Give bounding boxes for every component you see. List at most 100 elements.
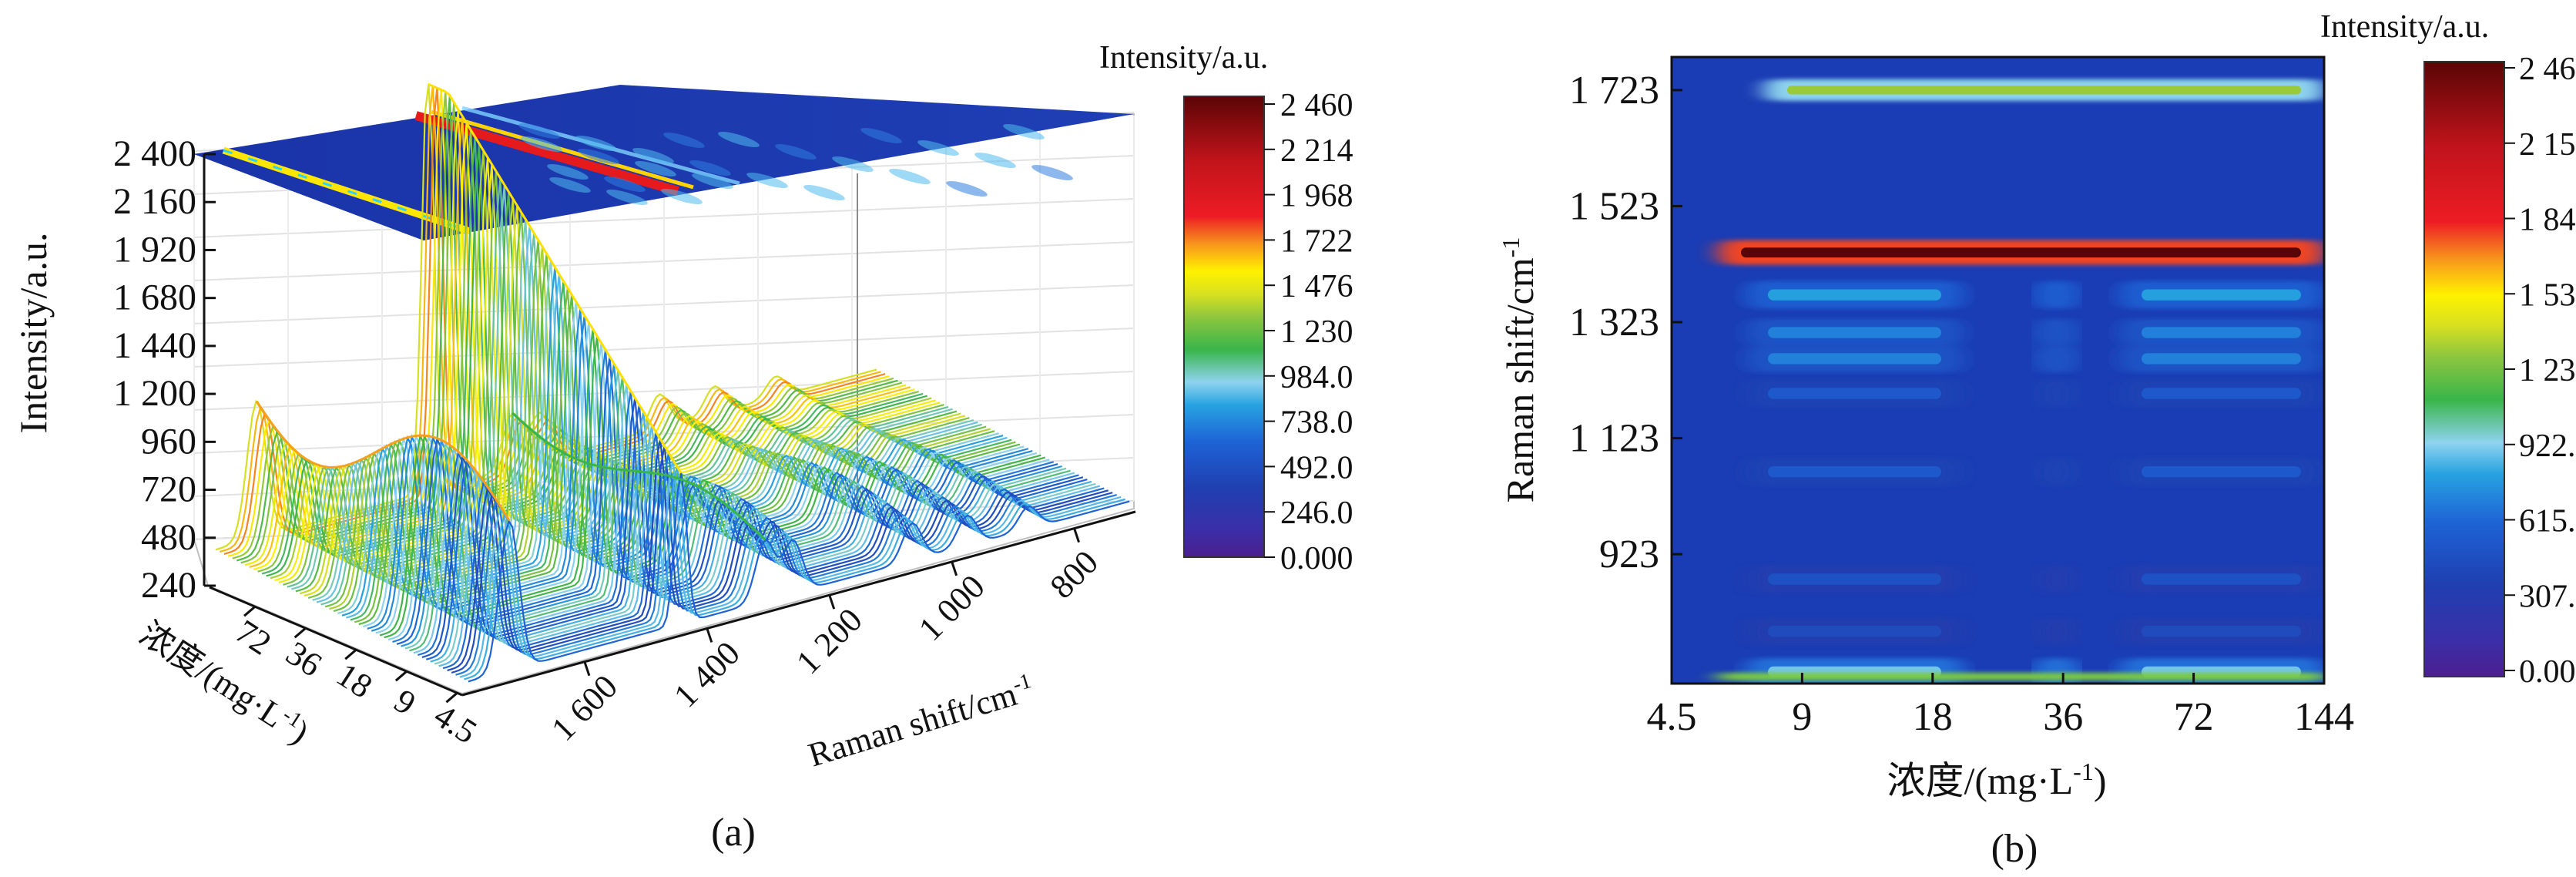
- top-projection-speck: [549, 177, 591, 193]
- raman-axis-title: Raman shift/cm-1: [803, 669, 1038, 774]
- spectrum-line: [426, 404, 1088, 660]
- heatmap-band-core: [2142, 353, 2301, 365]
- z-tick-label: 240: [141, 565, 196, 606]
- colorbar-tick-label: 307.5: [2519, 579, 2576, 614]
- heatmap-band-core: [2142, 573, 2301, 585]
- colorbar-tick-label: 0.000: [2519, 654, 2576, 690]
- panel-b-x-axis: 4.5 9 18 36 72 144: [1647, 673, 2354, 739]
- spectrum-line: [442, 432, 1105, 670]
- raman-tick: [583, 661, 591, 677]
- heatmap-band: [2034, 458, 2080, 486]
- heatmap-band-core: [1768, 353, 1941, 365]
- top-projection-speck: [860, 128, 902, 143]
- panel-b-x-axis-title: 浓度/(mg·L-1): [1887, 758, 2107, 802]
- top-projection-speck: [606, 190, 648, 205]
- y-tick-label: 1 123: [1569, 417, 1659, 461]
- y-tick-label: 923: [1599, 533, 1659, 576]
- top-projection-speck: [632, 148, 674, 163]
- top-projection-speck: [635, 161, 676, 176]
- top-projection-speck: [746, 173, 788, 188]
- top-projection-speck: [803, 185, 845, 200]
- colorbar-tick-label: 1 230: [2519, 353, 2576, 388]
- colorbar-tick-label: 2 460: [1280, 88, 1353, 123]
- heatmap-band: [2034, 617, 2080, 646]
- top-projection-speck: [889, 169, 931, 184]
- colorbar-tick-label: 922.5: [2519, 428, 2576, 464]
- heatmap-bands: [1718, 79, 2324, 684]
- spectrum-line: [438, 425, 1101, 667]
- top-projection-speck: [663, 133, 705, 148]
- panel-b-colorbar-ramp: [2423, 61, 2505, 677]
- panel-a-spectra: [215, 82, 1130, 683]
- heatmap-band-core: [1768, 388, 1941, 399]
- panel-b-colorbar: Intensity/a.u. 2 460 2 153 1 845 1 538 1 230…: [2320, 9, 2576, 690]
- concentration-tick: [243, 606, 257, 617]
- z-tick-label: 1 200: [113, 373, 196, 414]
- spectrum-line: [379, 329, 1041, 637]
- raman-tick: [1073, 528, 1080, 543]
- z-tick-label: 960: [141, 421, 196, 462]
- raman-tick: [951, 561, 958, 576]
- z-tick-label: 1 680: [113, 277, 196, 318]
- panel-a-colorbar-title: Intensity/a.u.: [1099, 40, 1268, 76]
- top-projection-speck: [578, 149, 619, 164]
- top-projection-speck: [521, 136, 562, 152]
- top-projection-speck: [946, 181, 988, 197]
- raman-tick-label: 800: [1043, 543, 1105, 606]
- spectrum-line: [290, 185, 953, 590]
- spectrum-line: [409, 377, 1071, 652]
- x-tick-label: 144: [2294, 695, 2354, 739]
- heatmap-band-core: [1768, 573, 1941, 585]
- heatmap-band-core: [2142, 388, 2301, 399]
- heatmap-band-core: [1787, 86, 2301, 95]
- spectrum-line: [392, 349, 1054, 643]
- colorbar-tick-label: 2 460: [2519, 52, 2576, 87]
- peak-ridge: [428, 82, 682, 473]
- colorbar-tick-label: 1 968: [1280, 179, 1353, 214]
- z-tick-label: 2 160: [113, 181, 196, 222]
- top-projection-speck: [661, 189, 703, 204]
- top-projection-speck: [832, 156, 874, 172]
- colorbar-tick-label: 0.000: [1280, 541, 1353, 576]
- colorbar-tick-label: 1 476: [1280, 269, 1353, 304]
- concentration-tick: [344, 649, 357, 660]
- colorbar-tick-label: 246.0: [1280, 496, 1353, 531]
- concentration-axis-line: [209, 586, 463, 697]
- y-tick-label: 1 323: [1569, 301, 1659, 344]
- z-tick-label: 480: [141, 517, 196, 558]
- colorbar-tick-label: 1 538: [2519, 277, 2576, 313]
- heatmap-band-core: [2142, 327, 2301, 338]
- colorbar-tick-label: 1 722: [1280, 223, 1353, 259]
- raman-tick-label: 1 400: [666, 634, 747, 715]
- heatmap-band: [2034, 657, 2080, 684]
- panel-b-heatmap: 1 723 1 523 1 323 1 123 923 4.5 9 18 36 72 144 Ra…: [1497, 9, 2576, 871]
- spectrum-line: [417, 391, 1079, 657]
- panel-b-label: (b): [1991, 827, 2038, 871]
- colorbar-tick-label: 738.0: [1280, 405, 1353, 441]
- z-tick-label: 1 920: [113, 229, 196, 270]
- x-tick-label: 72: [2174, 695, 2214, 739]
- top-projection-speck: [718, 132, 760, 147]
- panel-b-colorbar-title: Intensity/a.u.: [2320, 9, 2489, 45]
- spectrum-line: [434, 418, 1096, 665]
- concentration-tick: [445, 692, 458, 704]
- colorbar-tick-label: 492.0: [1280, 450, 1353, 486]
- x-tick-label: 4.5: [1647, 695, 1697, 739]
- raman-tick-label: 1 200: [789, 601, 870, 682]
- peak-ridge: [255, 400, 511, 522]
- top-projection-band: [431, 109, 694, 190]
- panel-a-colorbar-ramp: [1183, 96, 1265, 558]
- spectrum-line: [430, 411, 1092, 663]
- spectrum-line: [384, 336, 1045, 639]
- top-projection-speck: [917, 140, 959, 156]
- heatmap-band-core: [1768, 626, 1941, 637]
- concentration-tick-label: 9: [387, 682, 422, 723]
- concentration-tick: [394, 670, 408, 682]
- colorbar-tick-label: 984.0: [1280, 360, 1353, 395]
- heatmap-band: [2034, 379, 2080, 408]
- spectrum-line: [287, 178, 949, 588]
- panel-a-z-axis: 240 480 720 960 1 200 1 440 1 680 1 920 2 160 2 4…: [113, 133, 216, 606]
- top-projection-speck: [974, 153, 1016, 168]
- colorbar-tick-label: 1 230: [1280, 314, 1353, 350]
